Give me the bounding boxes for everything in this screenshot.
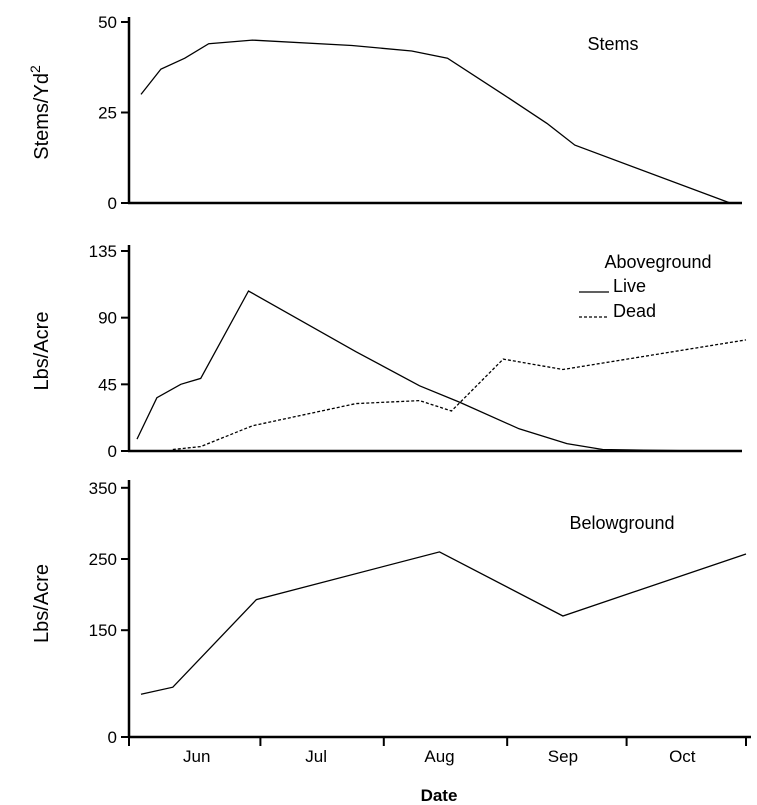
panel-1-y-axis-title: Lbs/Acre [31,312,53,391]
panel-2-y-axis-title: Lbs/Acre [31,564,53,643]
x-tick-label: Aug [424,747,454,766]
panel-0-y-tick-label: 50 [98,13,117,32]
panel-2-label: Belowground [569,513,674,533]
x-tick-label: Oct [669,747,696,766]
panel-1-line-dead [172,339,747,451]
x-tick-label: Jul [305,747,327,766]
panel-2-y-tick-label: 250 [89,550,117,569]
x-tick-label: Sep [548,747,578,766]
panel-2-y-tick-label: 0 [108,728,117,747]
x-tick-label: Jun [183,747,210,766]
x-axis-title: Date [421,786,458,805]
panel-2-line-series-0 [140,551,747,695]
panel-0-y-axis-title: Stems/Yd2 [27,65,53,160]
legend-label-dead: Dead [613,301,656,321]
panel-1-y-tick-label: 135 [89,242,117,261]
panel-1-line-live [136,290,707,452]
legend-title: Aboveground [604,252,711,272]
panel-2-y-tick-label: 150 [89,621,117,640]
panel-1-y-tick-label: 0 [108,442,117,461]
legend-label-live: Live [613,276,646,296]
panel-0-y-tick-label: 25 [98,104,117,123]
panel-0-line-series-0 [140,39,731,204]
panel-0-label: Stems [587,34,638,54]
panel-2-y-tick-label: 350 [89,479,117,498]
panel-0-y-tick-label: 0 [108,194,117,213]
panel-1-y-tick-label: 45 [98,375,117,394]
panel-1-y-tick-label: 90 [98,309,117,328]
